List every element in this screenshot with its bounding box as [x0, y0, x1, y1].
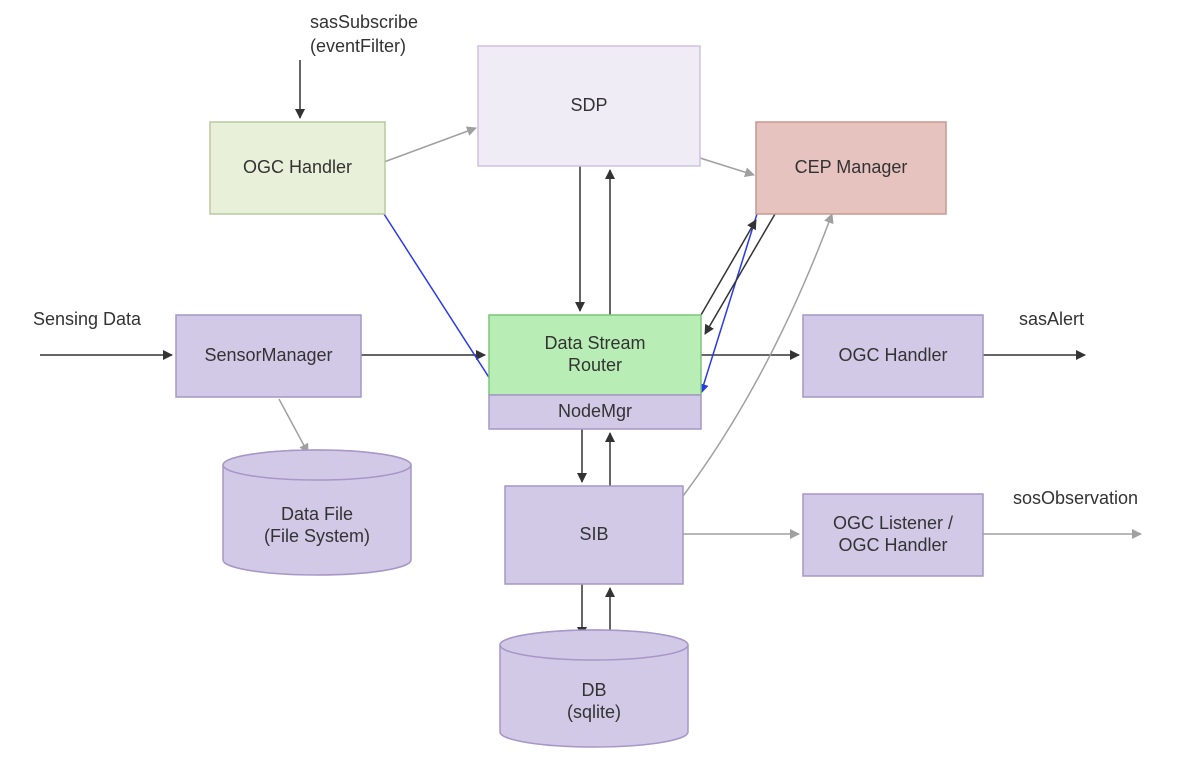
node-ogc-listener: OGC Listener /OGC Handler	[803, 494, 983, 576]
node-sib: SIB	[505, 486, 683, 584]
edge-e-router-cep-tl	[701, 220, 756, 315]
node-label-node-mgr: NodeMgr	[558, 401, 632, 421]
node-data-file: Data File(File System)	[223, 450, 411, 575]
node-label-db-1: (sqlite)	[567, 702, 621, 722]
architecture-diagram: OGC Handler SDP CEP Manager SensorManager Da…	[0, 0, 1181, 765]
label-sas-subscribe: sasSubscribe	[310, 12, 418, 32]
node-label-data-file-0: Data File	[281, 504, 353, 524]
node-label-db-0: DB	[581, 680, 606, 700]
node-label-sensor-manager: SensorManager	[204, 345, 332, 365]
node-label-cep-manager: CEP Manager	[795, 157, 908, 177]
edge-e-sensor-datafile	[279, 399, 308, 453]
node-label-data-stream-router-0: Data Stream	[544, 333, 645, 353]
node-label-ogc-handler-right: OGC Handler	[838, 345, 947, 365]
label-sos-observation: sosObservation	[1013, 488, 1138, 508]
node-db: DB(sqlite)	[500, 630, 688, 747]
edge-e-cep-router-blue	[701, 214, 757, 393]
edge-e-sdp-cep-gray	[700, 158, 754, 175]
node-label-sib: SIB	[579, 524, 608, 544]
node-label-ogc-listener-0: OGC Listener /	[833, 513, 953, 533]
node-label-sdp: SDP	[570, 95, 607, 115]
node-ogc-handler-right: OGC Handler	[803, 315, 983, 397]
node-node-mgr: NodeMgr	[489, 395, 701, 429]
node-label-data-file-1: (File System)	[264, 526, 370, 546]
node-ogc-handler-top: OGC Handler	[210, 122, 385, 214]
label-sas-alert: sasAlert	[1019, 309, 1084, 329]
node-cep-manager: CEP Manager	[756, 122, 946, 214]
label-sensing-data: Sensing Data	[33, 309, 142, 329]
label-event-filter: (eventFilter)	[310, 36, 406, 56]
node-label-ogc-listener-1: OGC Handler	[838, 535, 947, 555]
edge-e-cep-router-bk	[705, 214, 775, 334]
node-data-stream-router: Data StreamRouter	[489, 315, 701, 395]
node-sdp: SDP	[478, 46, 700, 166]
node-label-data-stream-router-1: Router	[568, 355, 622, 375]
edge-e-ogctop-router-blue	[384, 214, 499, 393]
edge-e-ogctop-sdp-gray	[384, 128, 476, 162]
nodes-layer: OGC Handler SDP CEP Manager SensorManager Da…	[176, 46, 983, 747]
node-label-ogc-handler-top: OGC Handler	[243, 157, 352, 177]
node-sensor-manager: SensorManager	[176, 315, 361, 397]
